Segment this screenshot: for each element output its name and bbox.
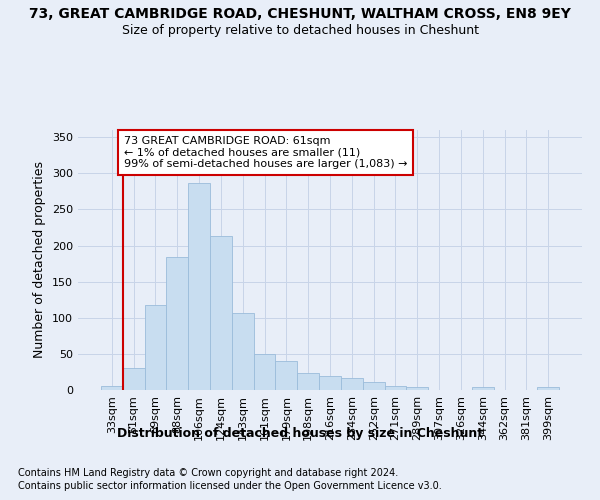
Bar: [254, 354, 275, 390]
Text: Distribution of detached houses by size in Cheshunt: Distribution of detached houses by size …: [117, 428, 483, 440]
Bar: [210, 236, 232, 390]
Text: Contains HM Land Registry data © Crown copyright and database right 2024.: Contains HM Land Registry data © Crown c…: [18, 468, 398, 477]
Bar: [232, 314, 254, 390]
Bar: [537, 387, 559, 390]
Bar: [297, 372, 319, 390]
Bar: [363, 382, 385, 390]
Bar: [319, 376, 341, 390]
Bar: [166, 257, 188, 390]
Text: Contains public sector information licensed under the Open Government Licence v3: Contains public sector information licen…: [18, 481, 442, 491]
Text: 73 GREAT CAMBRIDGE ROAD: 61sqm
← 1% of detached houses are smaller (11)
99% of s: 73 GREAT CAMBRIDGE ROAD: 61sqm ← 1% of d…: [124, 136, 407, 169]
Text: Size of property relative to detached houses in Cheshunt: Size of property relative to detached ho…: [121, 24, 479, 37]
Bar: [472, 387, 494, 390]
Bar: [275, 361, 297, 390]
Bar: [101, 386, 123, 390]
Y-axis label: Number of detached properties: Number of detached properties: [34, 162, 46, 358]
Bar: [385, 386, 406, 390]
Bar: [406, 387, 428, 390]
Bar: [341, 378, 363, 390]
Bar: [123, 368, 145, 390]
Bar: [145, 305, 166, 390]
Bar: [188, 182, 210, 390]
Text: 73, GREAT CAMBRIDGE ROAD, CHESHUNT, WALTHAM CROSS, EN8 9EY: 73, GREAT CAMBRIDGE ROAD, CHESHUNT, WALT…: [29, 8, 571, 22]
